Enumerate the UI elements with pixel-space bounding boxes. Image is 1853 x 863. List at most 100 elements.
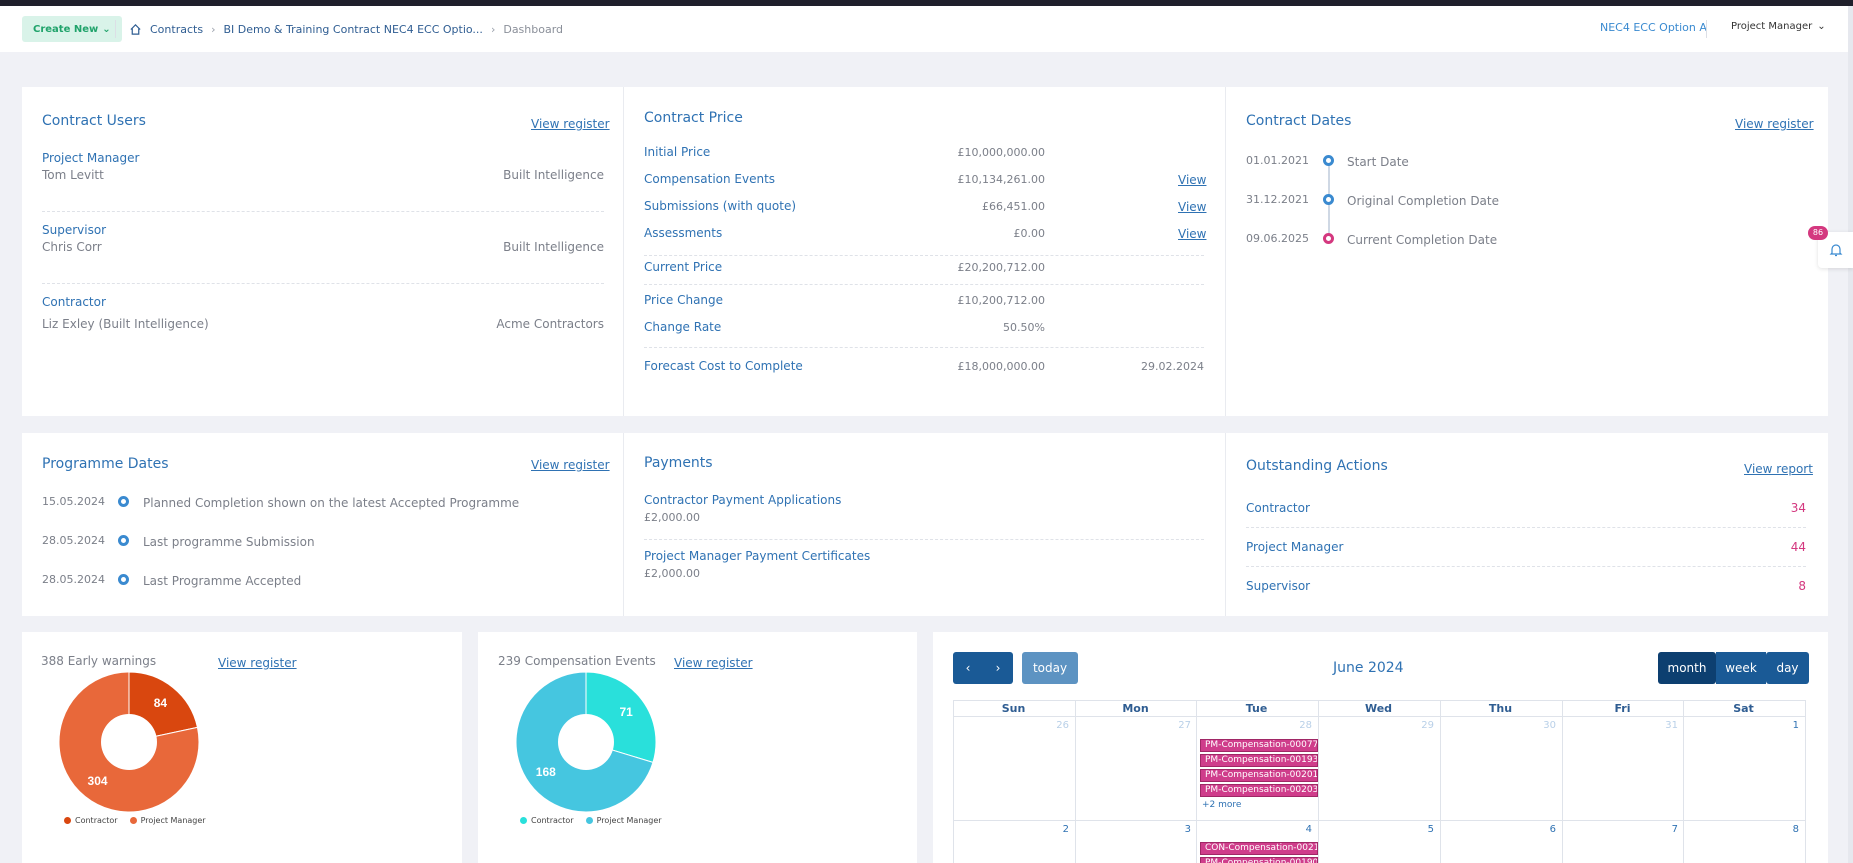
outstanding-label[interactable]: Project Manager <box>1246 540 1344 554</box>
user-company: Built Intelligence <box>503 168 604 182</box>
payment-value: £2,000.00 <box>644 511 700 524</box>
contract-users-title: Contract Users <box>42 113 146 129</box>
weekday-header: Wed <box>1364 702 1393 715</box>
bell-icon <box>1829 244 1843 257</box>
outstanding-count: 34 <box>1790 501 1806 515</box>
contract-dates-view-register[interactable]: View register <box>1735 117 1814 131</box>
today-button[interactable]: today <box>1022 652 1078 684</box>
legend-item: Project Manager <box>585 816 662 825</box>
programme-date: 28.05.2024 <box>42 573 105 586</box>
calendar-event[interactable]: PM-Compensation-00077 <box>1200 739 1318 752</box>
weekday-header: Fri <box>1614 702 1631 715</box>
divider <box>1246 566 1806 567</box>
user-name: Chris Corr <box>42 240 102 254</box>
early-warnings-view-register[interactable]: View register <box>218 656 297 670</box>
grid-line <box>1196 700 1197 863</box>
outstanding-view-report[interactable]: View report <box>1744 462 1813 476</box>
programme-dates-view-register[interactable]: View register <box>531 458 610 472</box>
day-number: 1 <box>1792 720 1799 731</box>
contract-option-link[interactable]: NEC4 ECC Option A <box>1600 21 1707 34</box>
view-day-button[interactable]: day <box>1766 652 1809 684</box>
date-label: Start Date <box>1347 155 1409 169</box>
view-month-button[interactable]: month <box>1658 652 1716 684</box>
role-dropdown[interactable]: Project Manager ⌄ <box>1731 21 1826 32</box>
user-role: Contractor <box>42 295 106 309</box>
grid-line <box>953 700 954 863</box>
view-assessments-link[interactable]: View <box>1178 227 1207 241</box>
day-number: 26 <box>1056 720 1069 731</box>
divider <box>1225 433 1226 616</box>
view-week-button[interactable]: week <box>1716 652 1766 684</box>
divider <box>644 284 1204 285</box>
divider <box>623 433 624 616</box>
day-number: 3 <box>1184 824 1191 835</box>
grid-line <box>1562 700 1563 863</box>
next-icon[interactable]: › <box>995 661 1001 675</box>
timeline-marker <box>118 496 129 507</box>
create-new-button[interactable]: Create New ⌄ <box>22 16 122 42</box>
timeline-marker <box>1323 155 1334 166</box>
price-row-label: Initial Price <box>644 145 711 159</box>
donut-value-label: 71 <box>619 705 633 719</box>
weekday-header: Thu <box>1488 702 1513 715</box>
summary-card-row2: Programme Dates View register 15.05.2024… <box>22 433 1828 616</box>
create-new-label: Create New <box>33 23 99 35</box>
compensation-events-card: 239 Compensation Events View register 71… <box>478 632 917 863</box>
more-events-link[interactable]: +2 more <box>1202 800 1242 810</box>
home-icon[interactable] <box>129 23 142 36</box>
day-number: 8 <box>1792 824 1799 835</box>
payments-title: Payments <box>644 455 713 471</box>
day-number: 4 <box>1305 824 1312 835</box>
donut-value-label: 168 <box>536 765 556 779</box>
timeline-marker <box>1323 233 1334 244</box>
grid-line <box>953 716 1805 717</box>
calendar-event[interactable]: PM-Compensation-00203 <box>1200 784 1318 797</box>
payment-label[interactable]: Contractor Payment Applications <box>644 493 842 507</box>
compensation-events-legend: Contractor Project Manager <box>520 816 662 825</box>
calendar-nav: ‹ › <box>953 652 1013 684</box>
programme-label: Last programme Submission <box>143 535 315 549</box>
chevron-down-icon: ⌄ <box>102 23 111 35</box>
price-row-value: £10,000,000.00 <box>957 146 1045 159</box>
day-number: 28 <box>1299 720 1312 731</box>
calendar-event[interactable]: PM-Compensation-00190 <box>1200 857 1318 863</box>
programme-dates-title: Programme Dates <box>42 456 169 472</box>
divider <box>115 20 116 38</box>
price-row-label: Compensation Events <box>644 172 776 186</box>
grid-line <box>953 700 1805 701</box>
calendar-event[interactable]: PM-Compensation-00193 <box>1200 754 1318 767</box>
outstanding-count: 44 <box>1790 540 1806 554</box>
compensation-events-view-register[interactable]: View register <box>674 656 753 670</box>
crumb-contracts[interactable]: Contracts <box>150 22 204 36</box>
notification-count-badge: 86 <box>1808 226 1828 240</box>
payment-label[interactable]: Project Manager Payment Certificates <box>644 549 871 563</box>
day-number: 6 <box>1549 824 1556 835</box>
grid-line <box>1440 700 1441 863</box>
chevron-down-icon: ⌄ <box>1817 21 1826 32</box>
early-warnings-title: 388 Early warnings <box>41 654 157 668</box>
price-row-label: Assessments <box>644 226 723 240</box>
crumb-contract[interactable]: BI Demo & Training Contract NEC4 ECC Opt… <box>223 22 483 36</box>
view-submissions-link[interactable]: View <box>1178 200 1207 214</box>
price-row-label: Submissions (with quote) <box>644 199 797 213</box>
outstanding-label[interactable]: Supervisor <box>1246 579 1311 593</box>
calendar-month-title: June 2024 <box>1333 660 1404 676</box>
view-compensation-events-link[interactable]: View <box>1178 173 1207 187</box>
divider <box>1246 527 1806 528</box>
contract-users-view-register[interactable]: View register <box>531 117 610 131</box>
user-name: Liz Exley (Built Intelligence) <box>42 317 209 331</box>
calendar-event[interactable]: CON-Compensation-0021 <box>1200 842 1318 855</box>
scrollbar[interactable] <box>1848 6 1853 863</box>
prev-icon[interactable]: ‹ <box>965 661 971 675</box>
day-number: 5 <box>1427 824 1434 835</box>
timeline-marker <box>118 535 129 546</box>
compensation-events-donut: 71 168 <box>515 671 657 813</box>
outstanding-label[interactable]: Contractor <box>1246 501 1310 515</box>
calendar-event[interactable]: PM-Compensation-00201 <box>1200 769 1318 782</box>
crumb-separator: › <box>490 22 496 36</box>
date-value: 31.12.2021 <box>1246 193 1309 206</box>
legend-item: Contractor <box>64 816 118 825</box>
top-bar: Create New ⌄ Contracts › BI Demo & Train… <box>0 6 1853 52</box>
user-role: Project Manager <box>42 151 140 165</box>
day-number: 2 <box>1062 824 1069 835</box>
